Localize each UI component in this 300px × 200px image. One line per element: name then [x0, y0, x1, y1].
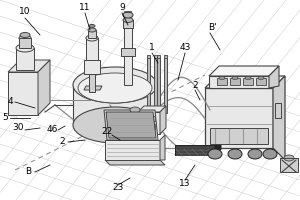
Bar	[19, 38, 31, 48]
Text: 43: 43	[179, 44, 191, 52]
Bar	[146, 58, 149, 113]
Ellipse shape	[284, 155, 294, 161]
Polygon shape	[215, 139, 221, 155]
Bar	[217, 78, 227, 85]
Bar	[280, 158, 298, 172]
Text: 2: 2	[59, 138, 65, 146]
Bar	[157, 55, 160, 110]
Text: 11: 11	[79, 3, 91, 12]
Text: B: B	[25, 168, 31, 176]
Ellipse shape	[208, 149, 222, 159]
Bar	[154, 55, 157, 110]
Ellipse shape	[245, 76, 251, 79]
Ellipse shape	[263, 149, 277, 159]
Polygon shape	[105, 160, 165, 165]
Ellipse shape	[88, 28, 96, 32]
Polygon shape	[175, 149, 221, 155]
Text: 5: 5	[2, 114, 8, 122]
Bar	[121, 48, 135, 56]
Ellipse shape	[73, 67, 157, 103]
Ellipse shape	[19, 35, 31, 41]
Polygon shape	[73, 85, 157, 125]
Ellipse shape	[89, 24, 95, 27]
Text: 30: 30	[12, 123, 24, 132]
Polygon shape	[138, 106, 166, 112]
Bar	[210, 128, 268, 144]
Text: 9: 9	[119, 3, 125, 12]
Polygon shape	[269, 66, 279, 88]
Bar	[86, 38, 98, 60]
Polygon shape	[205, 88, 273, 148]
Ellipse shape	[73, 107, 157, 143]
Ellipse shape	[219, 76, 225, 79]
Text: 4: 4	[7, 98, 13, 106]
Polygon shape	[138, 112, 160, 134]
Text: B': B'	[208, 23, 216, 32]
Bar	[230, 78, 240, 85]
Polygon shape	[160, 106, 166, 134]
Ellipse shape	[123, 12, 133, 18]
Bar	[141, 116, 155, 121]
Bar	[88, 30, 96, 38]
Bar	[256, 78, 266, 85]
Text: 13: 13	[179, 178, 191, 188]
Bar	[123, 20, 133, 28]
Polygon shape	[273, 76, 285, 160]
Bar	[124, 25, 132, 85]
Bar	[243, 78, 253, 85]
Bar	[157, 58, 160, 113]
Text: 2: 2	[192, 80, 198, 90]
Polygon shape	[8, 60, 50, 72]
Ellipse shape	[124, 23, 132, 27]
Polygon shape	[38, 60, 50, 115]
Text: 46: 46	[46, 126, 58, 134]
Polygon shape	[84, 86, 102, 90]
Polygon shape	[175, 145, 215, 155]
Polygon shape	[160, 135, 165, 160]
Text: 1: 1	[149, 44, 155, 52]
Text: 23: 23	[112, 184, 124, 192]
Bar	[16, 48, 34, 70]
Ellipse shape	[86, 35, 98, 41]
Ellipse shape	[232, 76, 238, 79]
Text: 22: 22	[101, 128, 112, 136]
Polygon shape	[209, 76, 269, 88]
Ellipse shape	[130, 107, 140, 113]
Ellipse shape	[16, 44, 34, 52]
Ellipse shape	[248, 149, 262, 159]
Bar	[141, 124, 155, 129]
Bar	[154, 58, 157, 113]
Ellipse shape	[123, 18, 133, 22]
Ellipse shape	[228, 149, 242, 159]
Polygon shape	[106, 112, 156, 138]
Polygon shape	[105, 140, 160, 160]
Bar	[164, 58, 166, 113]
Ellipse shape	[78, 73, 152, 103]
Polygon shape	[104, 110, 158, 140]
Ellipse shape	[20, 32, 30, 38]
Ellipse shape	[258, 76, 264, 79]
Bar	[146, 55, 149, 110]
Bar	[84, 60, 100, 74]
Polygon shape	[8, 72, 38, 115]
Bar	[164, 55, 166, 110]
Bar	[89, 40, 95, 92]
Bar	[275, 103, 281, 118]
Polygon shape	[205, 76, 285, 88]
Text: 10: 10	[19, 7, 31, 17]
Polygon shape	[209, 66, 279, 76]
